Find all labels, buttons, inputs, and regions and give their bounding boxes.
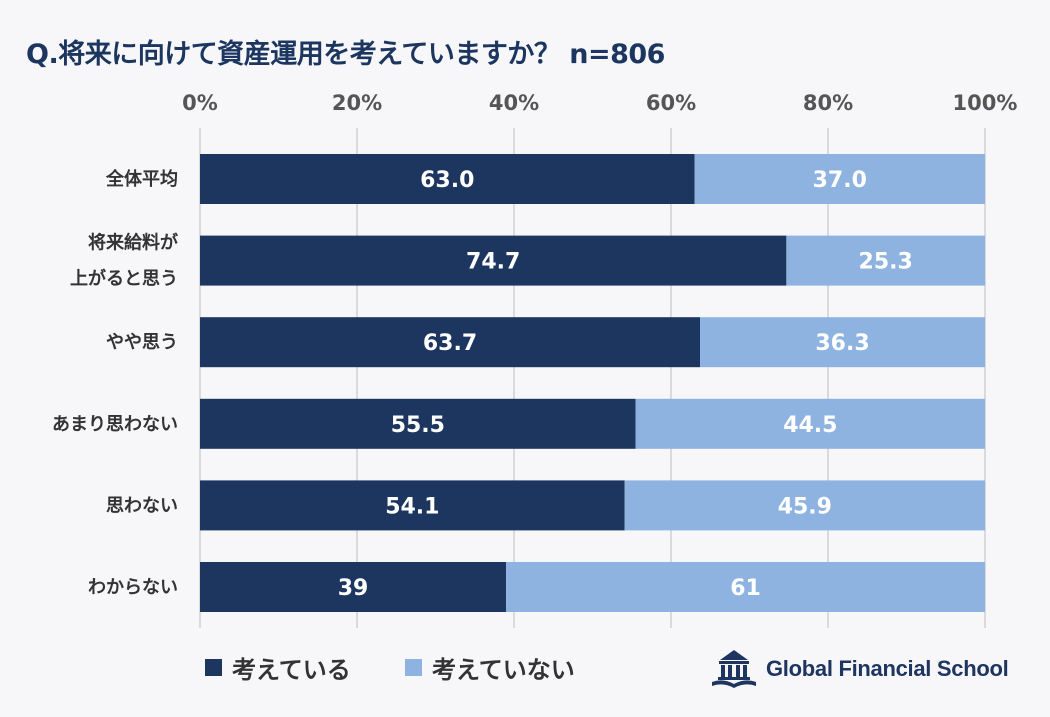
category-label: あまり思わない [52, 414, 178, 435]
data-label: 74.7 [466, 250, 520, 275]
bar-segment [200, 480, 625, 531]
x-tick-label: 40% [489, 91, 539, 115]
bar-segment [200, 317, 701, 368]
bar-segment [786, 235, 985, 286]
x-tick-label: 60% [646, 91, 696, 115]
data-label: 45.9 [778, 494, 832, 519]
x-tick-label: 80% [803, 91, 853, 115]
bar-segment [200, 562, 507, 612]
bar-segment [624, 480, 985, 531]
data-label: 25.3 [859, 250, 913, 275]
legend-swatch-light [405, 659, 422, 676]
data-label: 54.1 [385, 494, 439, 519]
legend-label-considering: 考えている [232, 656, 351, 684]
x-tick-label: 100% [953, 91, 1018, 115]
legend-label-not-considering: 考えていない [432, 656, 575, 684]
chart-title: Q.将来に向けて資産運用を考えていますか？ n=806 [26, 39, 665, 70]
data-label: 37.0 [813, 168, 867, 193]
data-label: 55.5 [391, 413, 445, 438]
data-label: 39 [338, 576, 369, 601]
legend-item-not-considering: 考えていない [405, 650, 575, 685]
brand-name: Global Financial School [766, 656, 1009, 681]
x-tick-label: 20% [332, 91, 382, 115]
bar-segment [700, 317, 985, 368]
category-label: 将来給料が [88, 232, 178, 254]
data-label: 61 [730, 576, 761, 601]
data-label: 36.3 [815, 331, 869, 356]
category-label: 全体平均 [105, 168, 178, 190]
data-label: 63.0 [420, 168, 474, 193]
x-tick-label: 0% [182, 91, 218, 115]
bar-segment [694, 154, 985, 204]
category-label: 思わない [106, 495, 178, 516]
legend-swatch-dark [205, 659, 222, 676]
category-label: 上がると思う [70, 268, 178, 290]
category-label: やや思う [106, 332, 178, 353]
bar-segment [200, 154, 695, 204]
bar-segment [506, 562, 985, 612]
bar-segment [200, 235, 787, 286]
brand-logo: Global Financial School [710, 648, 1009, 690]
school-building-icon [712, 650, 756, 688]
data-label: 44.5 [783, 413, 837, 438]
legend-item-considering: 考えている [205, 650, 351, 685]
category-label: わからない [88, 577, 178, 598]
data-label: 63.7 [423, 331, 477, 356]
bar-segment [200, 398, 636, 449]
bar-segment [635, 398, 985, 449]
